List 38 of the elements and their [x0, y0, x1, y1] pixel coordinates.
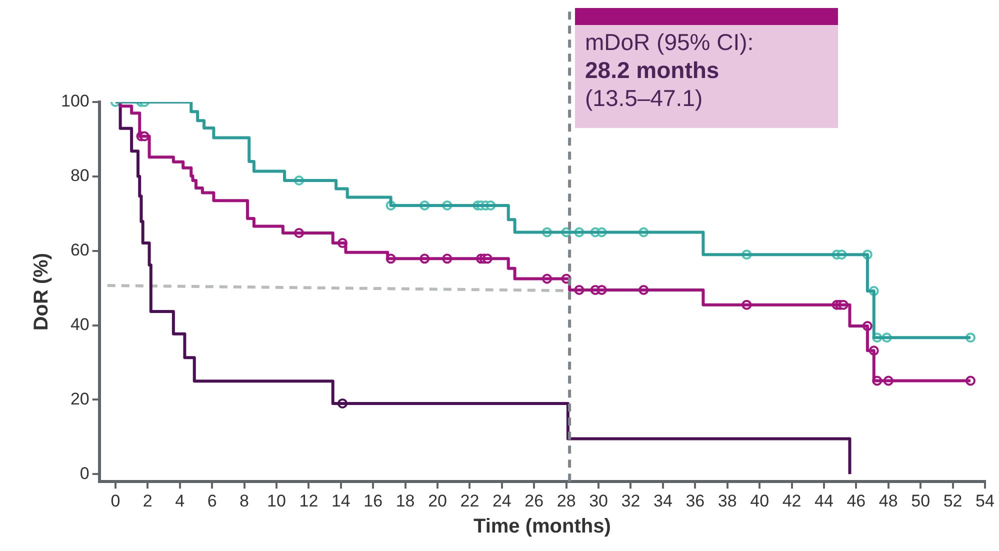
x-tick-label: 6 [207, 491, 217, 510]
y-tick-label: 60 [70, 240, 90, 260]
x-tick-label: 0 [110, 491, 120, 510]
y-axis-title: DoR (%) [30, 252, 53, 331]
x-axis-title: Time (months) [473, 516, 611, 538]
x-tick-label: 24 [492, 491, 512, 510]
x-tick-label: 40 [750, 491, 770, 510]
callout-box: mDoR (95% CI): 28.2 months (13.5–47.1) [575, 8, 838, 128]
y-tick-label: 100 [60, 92, 90, 111]
x-tick-label: 34 [653, 491, 672, 510]
y-tick-label: 40 [70, 314, 90, 334]
x-tick-label: 48 [878, 491, 898, 510]
x-tick-label: 36 [686, 491, 705, 510]
x-tick-label: 12 [299, 491, 318, 510]
x-tick-label: 20 [428, 491, 447, 510]
x-tick-label: 44 [814, 491, 834, 510]
x-tick-label: 26 [524, 491, 544, 510]
x-tick-label: 8 [240, 491, 250, 510]
x-tick-label: 50 [911, 491, 930, 510]
annotation: (13.5–47.1) [584, 84, 704, 112]
x-tick-label: 46 [846, 491, 866, 510]
x-tick-label: 22 [460, 491, 480, 510]
x-tick-label: 52 [943, 491, 962, 510]
y-tick-label: 0 [80, 464, 90, 483]
x-tick-label: 4 [175, 491, 185, 510]
x-tick-label: 54 [976, 491, 994, 510]
x-tick-label: 42 [782, 491, 802, 510]
y-tick-label: 80 [70, 166, 90, 186]
x-tick-label: 32 [621, 491, 640, 510]
x-tick-label: 2 [142, 491, 152, 510]
x-tick-label: 28 [556, 491, 576, 510]
x-tick-label: 10 [267, 491, 286, 510]
x-tick-label: 30 [589, 491, 608, 510]
x-tick-label: 16 [364, 491, 383, 510]
x-tick-label: 18 [396, 491, 415, 510]
x-tick-label: 38 [718, 491, 737, 510]
y-tick-label: 20 [70, 389, 90, 408]
x-tick-label: 14 [331, 491, 350, 510]
